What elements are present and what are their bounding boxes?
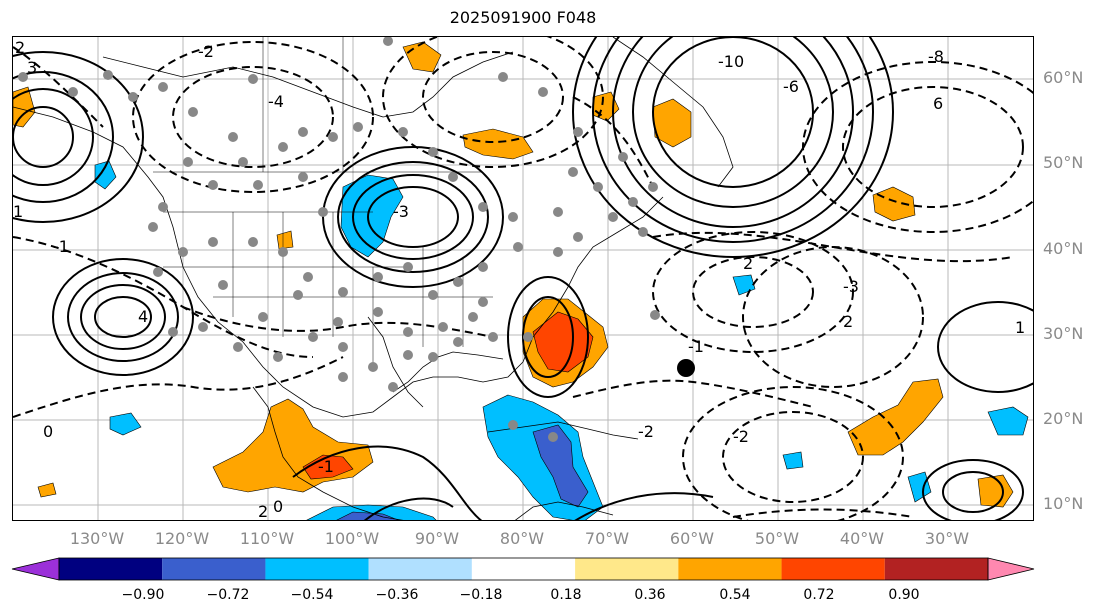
contour-label: -6 [783, 77, 799, 96]
shade-blue-small-a [732, 274, 756, 296]
shade-blue-pacific [306, 504, 437, 520]
colorbar-tick-label: −0.18 [459, 587, 503, 603]
contour-label: 6 [933, 94, 943, 113]
contour-label: -8 [928, 47, 944, 66]
shade-orange-atlantic-n [872, 186, 916, 222]
colorbar-outline [58, 557, 989, 581]
colorbar-tick-label: −0.36 [375, 587, 419, 603]
colorbar-tick-label: −0.90 [121, 587, 165, 603]
lon-label: 80°W [499, 529, 545, 548]
colorbar-segment [368, 558, 472, 580]
shade-orange-atlantic-s [847, 378, 944, 456]
contour-label: 0 [43, 422, 53, 441]
shade-blue-small-e [782, 451, 804, 470]
contour-label: -2 [638, 422, 654, 441]
colorbar-segment [678, 558, 782, 580]
political-borders [153, 37, 493, 367]
contour-label: 1 [1015, 318, 1025, 337]
shade-red-mexico [302, 454, 354, 480]
observation-dots [18, 37, 660, 442]
shaded-fields [13, 41, 1029, 520]
contour-label-group: 2 3 -2 -4 -1 -3 0 1 4 -8 6 -6 -10 -1 -2 … [13, 38, 1025, 521]
contour-label: 2 [743, 254, 753, 273]
colorbar-tick-label: −0.72 [206, 587, 250, 603]
colorbar-segment [59, 558, 163, 580]
colorbar [11, 557, 1035, 581]
contour-label: -2 [733, 427, 749, 446]
coastlines [13, 37, 734, 520]
storm-center-marker [677, 359, 695, 377]
contour-label: 2 [15, 38, 25, 57]
lat-label: 30°N [1043, 324, 1084, 343]
lon-label: 90°W [414, 529, 460, 548]
contour-label: -1 [53, 237, 69, 256]
lat-label: 50°N [1043, 153, 1084, 172]
contour-label: -2 [198, 42, 214, 61]
shade-orange-hudson [402, 41, 442, 73]
shade-orange-nwpac [13, 86, 36, 128]
colorbar-segment [575, 558, 679, 580]
shade-orange-greenland [652, 98, 692, 148]
map-canvas: 2 3 -2 -4 -1 -3 0 1 4 -8 6 -6 -10 -1 -2 … [13, 37, 1033, 521]
colorbar-segment [265, 558, 369, 580]
lat-label: 20°N [1043, 409, 1084, 428]
colorbar-tick-label: 0.36 [634, 587, 666, 603]
lon-label: 100°W [324, 529, 380, 548]
contour-label: 0 [273, 497, 283, 516]
contour-label: 2 [843, 312, 853, 331]
contour-label: -10 [718, 52, 744, 71]
shade-orange-mexico [212, 398, 374, 493]
lat-label: 60°N [1043, 68, 1084, 87]
shade-blue-small-b [109, 412, 142, 436]
colorbar-tick-label: 0.18 [550, 587, 582, 603]
lon-label: 60°W [669, 529, 715, 548]
lon-label: 110°W [239, 529, 295, 548]
contour-label: -3 [843, 277, 859, 296]
contour-label: 1 [13, 202, 23, 221]
solid-contours [13, 37, 1033, 520]
contour-label: 2 [258, 502, 268, 521]
lon-label: 50°W [754, 529, 800, 548]
shade-blue-east2 [907, 471, 932, 503]
colorbar-extend-low [11, 557, 60, 581]
contour-label: 3 [27, 58, 37, 77]
colorbar-tick-label: 0.54 [719, 587, 751, 603]
lon-label: 70°W [584, 529, 630, 548]
colorbar-segment [162, 558, 266, 580]
contour-label: 4 [138, 307, 148, 326]
colorbar-tick-label: 0.72 [803, 587, 835, 603]
lon-label: 40°W [839, 529, 885, 548]
map-title: 2025091900 F048 [449, 8, 597, 27]
lon-label: 30°W [924, 529, 970, 548]
shade-darkblue-pacific [336, 511, 399, 520]
colorbar-tick-label: 0.90 [888, 587, 920, 603]
colorbar-segment [781, 558, 885, 580]
shade-orange-small-d [276, 230, 294, 250]
shade-blue-east [987, 406, 1029, 436]
contour-label: -4 [268, 92, 284, 111]
shade-orange-small-c [37, 482, 57, 498]
shade-orange-east [977, 474, 1014, 508]
lat-label: 10°N [1043, 494, 1084, 513]
contour-label: -1 [688, 337, 704, 356]
colorbar-tick-label: −0.54 [290, 587, 334, 603]
shade-darkblue-caribbean [532, 424, 589, 508]
lon-label: 130°W [69, 529, 125, 548]
shade-red-florida [532, 311, 594, 373]
colorbar-segment [471, 558, 576, 580]
map-panel: 2 3 -2 -4 -1 -3 0 1 4 -8 6 -6 -10 -1 -2 … [12, 36, 1034, 521]
colorbar-segment [884, 558, 988, 580]
shade-blue-greatlakes [340, 174, 404, 258]
lon-label: 120°W [154, 529, 210, 548]
lat-label: 40°N [1043, 239, 1084, 258]
contour-label: -3 [393, 202, 409, 221]
contour-label: -1 [318, 457, 334, 476]
shade-orange-labrador [462, 128, 534, 160]
colorbar-extend-high [987, 557, 1035, 581]
